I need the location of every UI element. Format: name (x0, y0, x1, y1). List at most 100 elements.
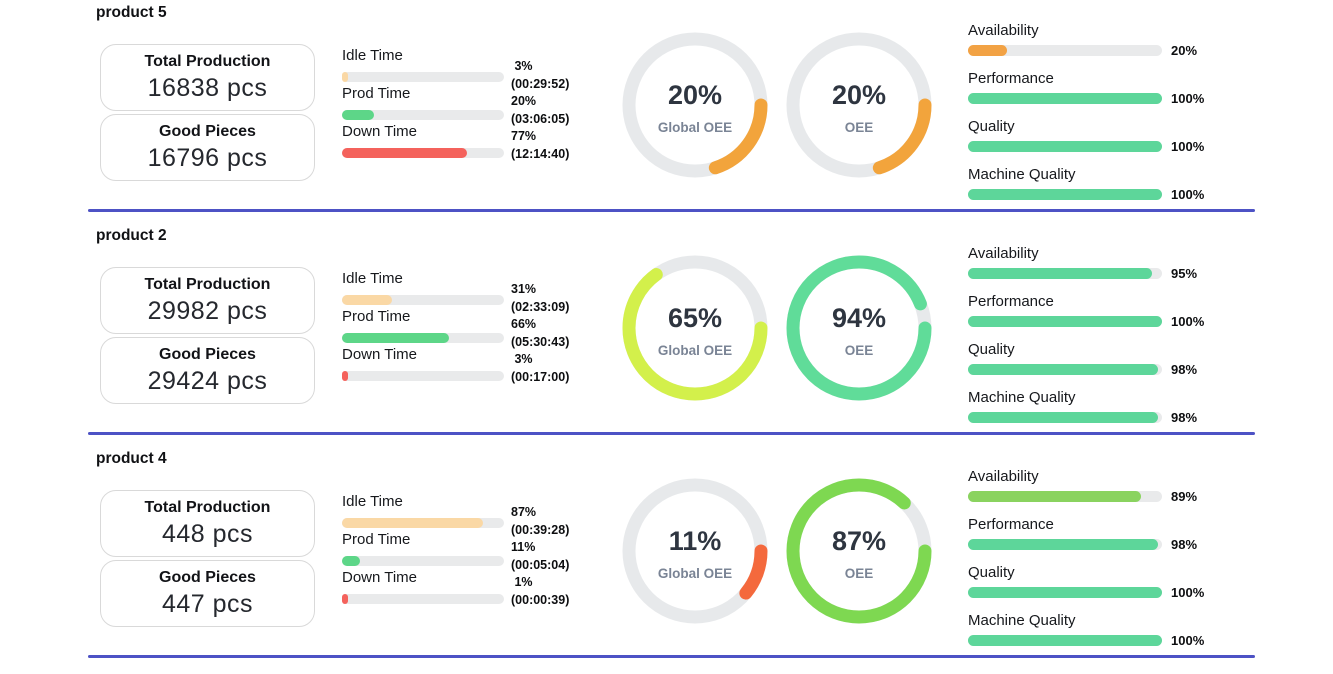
gauges: 65% Global OEE 94% OEE (622, 255, 932, 401)
stat-card-value: 16796 pcs (147, 143, 268, 172)
section-divider (88, 432, 1255, 435)
oee-dashboard: product 5 Total Production 16838 pcs Goo… (0, 0, 1333, 660)
gauge-ring-svg (786, 255, 932, 401)
kpi-row: 98% (968, 410, 1216, 425)
kpi-fill (968, 45, 1007, 56)
production-cards: Total Production 16838 pcs Good Pieces 1… (100, 44, 315, 181)
gauge-value-arc (622, 478, 768, 624)
time-bar-track (342, 72, 504, 82)
time-percent-text: 87% (511, 505, 537, 519)
stat-card-label: Good Pieces (159, 568, 256, 586)
kpi-fill (968, 364, 1159, 375)
kpi-track (968, 539, 1162, 550)
time-bar: Down Time (342, 346, 504, 381)
kpi-bars: Availability 20% Performance 100% Qualit… (968, 22, 1216, 214)
time-bar-label: Down Time (342, 569, 418, 586)
kpi-percent: 100% (1171, 633, 1205, 648)
kpi-row: 98% (968, 537, 1216, 552)
oee-gauge: 20% Global OEE (622, 32, 768, 178)
kpi-label: Machine Quality (968, 166, 1076, 183)
kpi-track (968, 268, 1162, 279)
section-divider (88, 655, 1255, 658)
time-bar: Down Time (342, 569, 504, 604)
time-percent-text: 11% (511, 540, 536, 554)
kpi-fill (968, 587, 1162, 598)
product-section: product 5 Total Production 16838 pcs Goo… (0, 0, 1333, 213)
kpi-bars: Availability 95% Performance 100% Qualit… (968, 245, 1216, 437)
kpi-percent: 100% (1171, 187, 1205, 202)
product-title: product 4 (96, 450, 167, 467)
time-bar: Down Time (342, 123, 504, 158)
stat-card: Good Pieces 29424 pcs (100, 337, 315, 404)
kpi: Quality 98% (968, 341, 1216, 377)
stat-card-label: Good Pieces (159, 345, 256, 363)
time-bar-track (342, 594, 504, 604)
gauge-text: 20% OEE (786, 34, 932, 180)
kpi-label: Machine Quality (968, 612, 1076, 629)
gauges: 11% Global OEE 87% OEE (622, 478, 932, 624)
kpi-label: Performance (968, 70, 1054, 87)
time-values: 31% (02:33:09) 66% (05:30:43) 3% (00:17:00) (511, 281, 601, 386)
kpi-fill (968, 189, 1162, 200)
time-bar-label: Prod Time (342, 531, 411, 548)
time-bar: Prod Time (342, 85, 504, 120)
product-title: product 5 (96, 4, 167, 21)
time-bar-track (342, 295, 504, 305)
kpi-bars: Availability 89% Performance 98% Quality… (968, 468, 1216, 660)
kpi-row: 100% (968, 585, 1216, 600)
gauge-text: 65% Global OEE (622, 257, 768, 403)
kpi-percent: 20% (1171, 43, 1198, 58)
kpi-row: 89% (968, 489, 1216, 504)
time-percent-text: 31% (511, 282, 537, 296)
time-bar-fill (342, 371, 348, 381)
time-bars: Idle Time Prod Time Down Time (342, 493, 504, 607)
kpi: Machine Quality 100% (968, 166, 1216, 202)
time-percent-text: 3% (511, 352, 533, 366)
gauge-value: 87% (831, 525, 887, 556)
kpi-percent: 98% (1171, 362, 1198, 377)
gauge-ring-svg (622, 255, 768, 401)
kpi-label: Performance (968, 293, 1054, 310)
kpi: Availability 20% (968, 22, 1216, 58)
kpi: Performance 100% (968, 70, 1216, 106)
production-cards: Total Production 29982 pcs Good Pieces 2… (100, 267, 315, 404)
time-bar-label: Down Time (342, 123, 418, 140)
time-bar-track (342, 518, 504, 528)
oee-gauge: 94% OEE (786, 255, 932, 401)
stat-card-value: 29982 pcs (147, 296, 268, 325)
kpi-track (968, 635, 1162, 646)
kpi-row: 100% (968, 187, 1216, 202)
time-bar-label: Idle Time (342, 493, 403, 510)
time-duration-text: (00:05:04) (511, 557, 570, 572)
stat-card: Total Production 29982 pcs (100, 267, 315, 334)
kpi-percent: 100% (1171, 585, 1205, 600)
gauge-value: 65% (667, 302, 723, 333)
kpi-percent: 95% (1171, 266, 1198, 281)
kpi-fill (968, 491, 1141, 502)
time-duration-text: (05:30:43) (511, 334, 570, 349)
time-bar-label: Prod Time (342, 308, 411, 325)
kpi-label: Quality (968, 564, 1015, 581)
time-bar: Prod Time (342, 308, 504, 343)
oee-gauge: 11% Global OEE (622, 478, 768, 624)
kpi-track (968, 364, 1162, 375)
gauge-label: OEE (844, 342, 874, 358)
time-bar-fill (342, 556, 360, 566)
kpi-label: Availability (968, 468, 1039, 485)
time-duration-text: (00:00:39) (511, 592, 570, 607)
kpi-fill (968, 316, 1162, 327)
time-percent-text: 20% (511, 94, 537, 108)
stat-card-value: 16838 pcs (147, 73, 268, 102)
kpi-track (968, 45, 1162, 56)
kpi-track (968, 189, 1162, 200)
time-bar-label: Idle Time (342, 47, 403, 64)
product-section: product 2 Total Production 29982 pcs Goo… (0, 213, 1333, 436)
stat-card-label: Good Pieces (159, 122, 256, 140)
gauge-value-arc (622, 255, 768, 401)
kpi-percent: 98% (1171, 410, 1198, 425)
time-bars: Idle Time Prod Time Down Time (342, 270, 504, 384)
time-duration-text: (00:17:00) (511, 369, 570, 384)
time-percent-text: 66% (511, 317, 537, 331)
time-bar-fill (342, 110, 375, 120)
time-percent-text: 77% (511, 129, 537, 143)
